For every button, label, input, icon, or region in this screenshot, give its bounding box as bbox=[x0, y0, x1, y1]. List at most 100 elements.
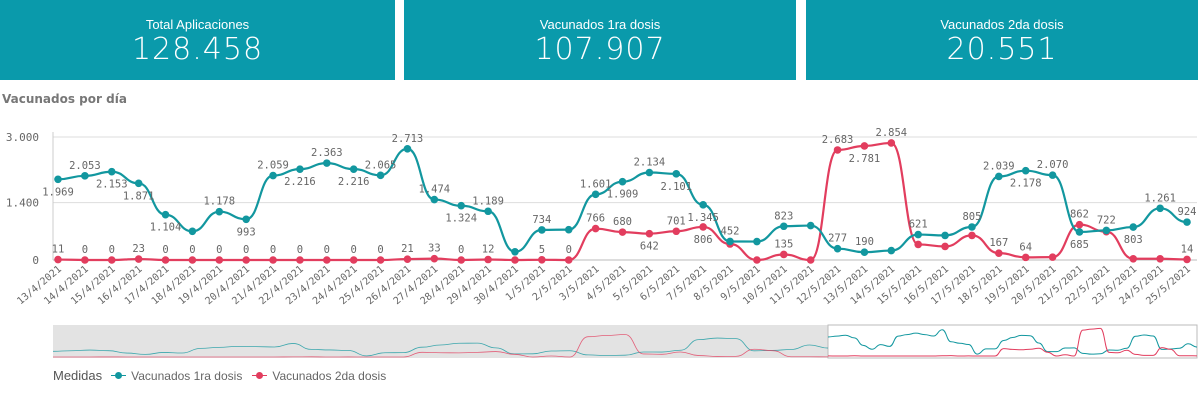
minimap-history-line bbox=[52, 337, 829, 357]
data-point-1ra bbox=[484, 207, 492, 216]
data-point-2da bbox=[968, 231, 976, 240]
data-label-2da: 2.854 bbox=[876, 127, 908, 139]
data-point-2da bbox=[242, 256, 250, 264]
data-label-1ra: 1.909 bbox=[607, 189, 639, 201]
data-point-2da bbox=[538, 255, 546, 264]
data-point-1ra bbox=[242, 215, 250, 224]
data-label-1ra: 2.363 bbox=[311, 147, 343, 159]
data-point-2da bbox=[134, 255, 143, 263]
data-point-1ra bbox=[430, 195, 439, 204]
data-point-1ra bbox=[672, 170, 681, 178]
data-point-1ra bbox=[349, 165, 358, 173]
kpi-total-aplicaciones[interactable]: Total Aplicaciones 128.458 bbox=[0, 0, 395, 80]
data-point-1ra bbox=[887, 246, 896, 255]
data-point-1ra bbox=[699, 201, 707, 209]
data-label-2da: 0 bbox=[324, 244, 330, 256]
legend-label-1ra[interactable]: Vacunados 1ra dosis bbox=[131, 368, 243, 383]
data-point-2da bbox=[376, 256, 385, 264]
data-point-1ra bbox=[995, 172, 1003, 181]
kpi-value: 107.907 bbox=[534, 32, 666, 67]
data-label-2da: 135 bbox=[774, 238, 793, 250]
data-point-1ra bbox=[860, 248, 869, 257]
data-label-1ra: 277 bbox=[828, 233, 847, 245]
data-label-2da: 0 bbox=[351, 244, 357, 256]
data-point-1ra bbox=[538, 226, 546, 234]
minimap-history-line bbox=[52, 334, 829, 358]
data-label-2da: 766 bbox=[586, 213, 605, 225]
data-label-2da: 0 bbox=[216, 244, 222, 256]
data-label-2da: 701 bbox=[667, 215, 686, 227]
y-tick-label: 0 bbox=[32, 254, 39, 267]
data-point-2da bbox=[914, 240, 922, 249]
data-point-2da bbox=[1129, 254, 1138, 263]
legend-marker-1ra bbox=[111, 372, 127, 379]
data-label-1ra: 722 bbox=[1097, 214, 1116, 226]
data-label-2da: 23 bbox=[132, 243, 145, 255]
data-point-2da bbox=[349, 256, 358, 264]
data-label-2da: 2.781 bbox=[849, 153, 881, 165]
data-point-1ra bbox=[296, 165, 304, 173]
data-label-2da: 0 bbox=[243, 244, 249, 256]
data-label-1ra: 2.059 bbox=[257, 160, 289, 172]
data-label-2da: 0 bbox=[189, 244, 195, 256]
legend-marker-2da bbox=[252, 372, 268, 379]
data-label-1ra: 452 bbox=[721, 225, 740, 237]
data-point-2da bbox=[1021, 253, 1030, 262]
data-point-2da bbox=[188, 256, 197, 264]
kpi-title: Vacunados 1ra dosis bbox=[539, 17, 661, 32]
data-point-1ra bbox=[269, 171, 277, 180]
data-point-2da bbox=[81, 256, 89, 264]
data-label-1ra: 805 bbox=[962, 211, 981, 223]
data-label-2da: 0 bbox=[109, 244, 115, 256]
data-label-1ra: 2.153 bbox=[96, 179, 128, 191]
data-label-2da: 0 bbox=[566, 244, 572, 256]
data-point-1ra bbox=[833, 244, 842, 253]
data-label-1ra: 1.104 bbox=[150, 222, 182, 234]
data-label-1ra: 2.134 bbox=[634, 157, 666, 169]
legend-label-2da[interactable]: Vacunados 2da dosis bbox=[272, 368, 387, 383]
data-point-2da bbox=[323, 256, 331, 264]
data-point-1ra bbox=[806, 221, 815, 230]
data-label-1ra: 1.474 bbox=[419, 184, 451, 196]
data-point-2da bbox=[887, 139, 896, 147]
data-label-1ra: 924 bbox=[1178, 206, 1197, 218]
data-label-1ra: 1.261 bbox=[1144, 192, 1176, 204]
data-point-1ra bbox=[511, 248, 519, 256]
data-label-2da: 806 bbox=[694, 234, 713, 246]
data-label-1ra: 1.178 bbox=[203, 196, 235, 208]
data-label-1ra: 2.216 bbox=[284, 176, 316, 188]
legend: Medidas Vacunados 1ra dosis Vacunados 2d… bbox=[53, 368, 386, 383]
data-point-2da bbox=[833, 146, 842, 154]
data-label-2da: 680 bbox=[613, 216, 632, 228]
data-point-2da bbox=[645, 229, 654, 238]
data-point-2da bbox=[860, 142, 869, 150]
data-label-2da: 12 bbox=[482, 244, 495, 256]
data-point-2da bbox=[995, 249, 1003, 257]
data-label-1ra: 621 bbox=[909, 219, 928, 231]
kpi-vacunados-1ra[interactable]: Vacunados 1ra dosis 107.907 bbox=[404, 0, 796, 80]
data-point-1ra bbox=[161, 210, 170, 219]
data-label-2da: 642 bbox=[640, 241, 659, 253]
data-label-2da: 2.683 bbox=[822, 134, 854, 146]
data-label-1ra: 2.070 bbox=[1037, 159, 1069, 171]
data-point-1ra bbox=[107, 167, 116, 176]
scrollbar-thumb[interactable] bbox=[827, 324, 1198, 359]
legend-title: Medidas bbox=[53, 368, 103, 383]
data-point-1ra bbox=[1102, 226, 1111, 235]
data-point-1ra bbox=[54, 175, 62, 184]
kpi-vacunados-2da[interactable]: Vacunados 2da dosis 20.551 bbox=[806, 0, 1198, 80]
data-label-2da: 0 bbox=[162, 244, 168, 256]
data-point-1ra bbox=[753, 237, 761, 246]
data-label-2da: 0 bbox=[82, 244, 88, 256]
data-point-1ra bbox=[645, 168, 654, 177]
data-point-2da bbox=[430, 254, 439, 263]
data-label-2da: 14 bbox=[1181, 243, 1194, 255]
data-point-2da bbox=[1048, 253, 1057, 261]
data-point-2da bbox=[215, 256, 224, 264]
data-point-1ra bbox=[564, 225, 573, 234]
data-label-1ra: 1.189 bbox=[472, 195, 504, 207]
data-point-2da bbox=[672, 227, 681, 236]
data-label-1ra: 685 bbox=[1070, 239, 1089, 251]
data-point-1ra bbox=[726, 237, 734, 246]
